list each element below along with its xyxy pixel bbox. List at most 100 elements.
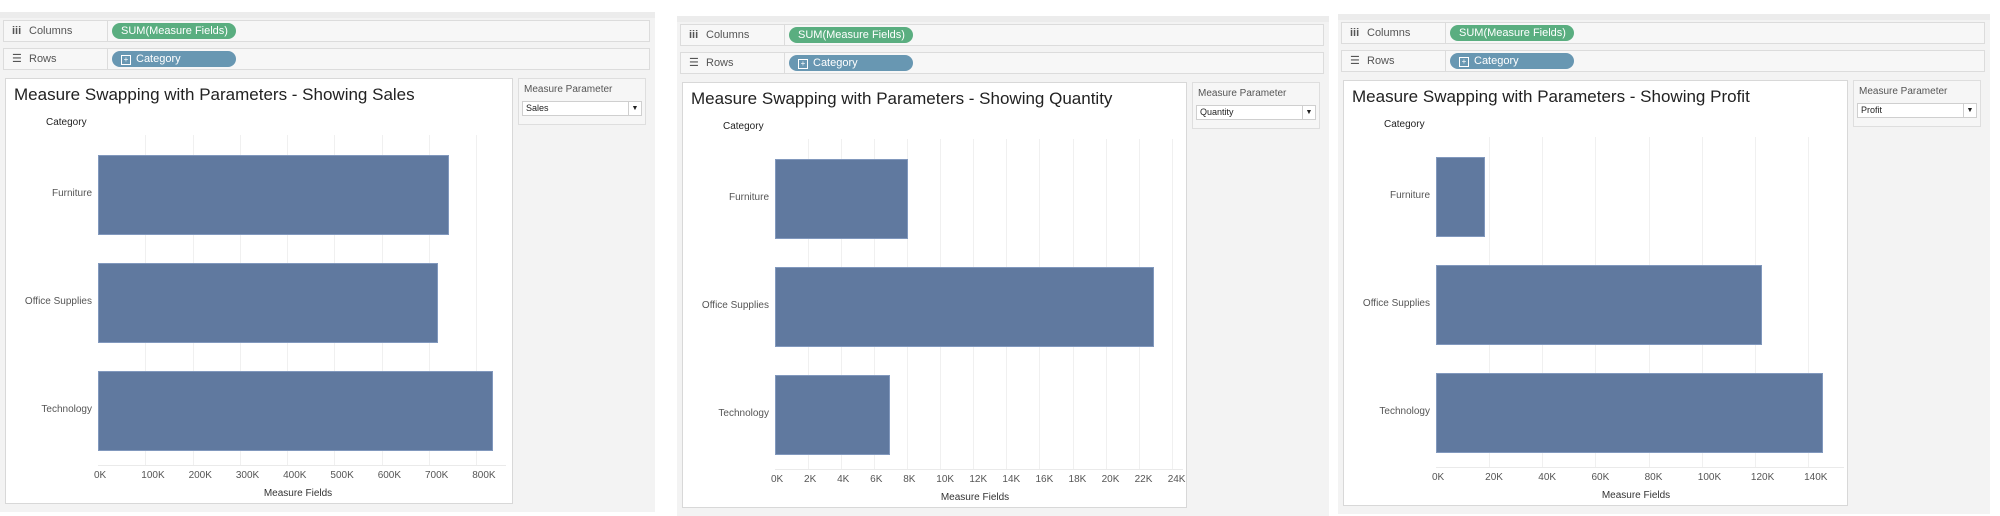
x-tick-label: 18K [1068,474,1087,485]
rows-shelf[interactable]: ☰ Rows + Category [3,48,650,70]
category-pill[interactable]: + Category [112,51,236,67]
x-tick-label: 200K [188,470,212,481]
columns-shelf[interactable]: iii Columns SUM(Measure Fields) [1341,22,1985,44]
expand-icon[interactable]: + [798,59,808,69]
columns-shelf[interactable]: iii Columns SUM(Measure Fields) [680,24,1324,46]
x-tick-label: 24K [1167,474,1186,485]
sum-measure-fields-pill[interactable]: SUM(Measure Fields) [1450,25,1574,41]
category-label: Office Supplies [1362,298,1430,309]
measure-parameter-control: Measure Parameter Sales ▼ [518,78,646,125]
x-axis-line [1436,467,1844,468]
measure-parameter-dropdown[interactable]: Profit ▼ [1857,103,1977,118]
chart-title: Measure Swapping with Parameters - Showi… [1352,87,1750,106]
bar-technology[interactable] [775,375,890,455]
chevron-down-icon[interactable]: ▼ [1963,104,1976,117]
x-tick-label: 8K [903,474,916,485]
columns-shelf-label: iii Columns [1342,23,1446,43]
category-label: Technology [1379,406,1430,417]
chart-view: Measure Swapping with Parameters - Showi… [682,82,1187,508]
columns-icon: iii [1350,27,1360,39]
x-tick-label: 600K [377,470,402,481]
chevron-down-icon[interactable]: ▼ [628,102,641,115]
rows-shelf[interactable]: ☰ Rows + Category [1341,50,1985,72]
bar-technology[interactable] [1436,373,1823,453]
category-label: Technology [718,408,769,419]
x-axis-line [98,465,506,466]
rows-icon: ☰ [1350,55,1360,67]
worksheet-quantity: iii Columns SUM(Measure Fields) ☰ Rows + Categ… [677,16,1329,516]
rows-shelf[interactable]: ☰ Rows + Category [680,52,1324,74]
chart-view: Measure Swapping with Parameters - Showi… [5,78,513,504]
bar-furniture[interactable] [98,155,449,235]
x-tick-label: 400K [283,470,307,481]
x-tick-label: 120K [1750,472,1775,483]
bar-office-supplies[interactable] [775,267,1154,347]
category-header: Category [1384,119,1425,130]
x-axis-title: Measure Fields [263,488,333,499]
chevron-down-icon[interactable]: ▼ [1302,106,1315,119]
gridline [476,135,478,465]
category-label: Office Supplies [701,300,769,311]
category-label: Furniture [1389,190,1430,201]
x-tick-label: 800K [472,470,496,481]
bar-furniture[interactable] [775,159,908,239]
bar-office-supplies[interactable] [98,263,438,343]
rows-shelf-label: ☰ Rows [681,53,785,73]
category-header: Category [723,121,764,132]
bar-furniture[interactable] [1436,157,1486,237]
parameter-title: Measure Parameter [1198,88,1287,99]
x-axis-line [775,469,1183,470]
x-tick-label: 4K [837,474,850,485]
x-tick-label: 0K [771,474,784,485]
expand-icon[interactable]: + [121,55,131,65]
x-tick-label: 100K [141,470,165,481]
x-tick-label: 700K [424,470,449,481]
x-tick-label: 16K [1035,474,1054,485]
category-label: Furniture [51,188,92,199]
parameter-title: Measure Parameter [524,84,613,95]
gridline [1171,139,1173,469]
columns-label-text: Columns [706,29,750,41]
rows-icon: ☰ [689,57,699,69]
columns-icon: iii [689,29,699,41]
category-label: Technology [41,404,92,415]
x-tick-label: 40K [1538,472,1557,483]
x-tick-label: 12K [969,474,988,485]
expand-icon[interactable]: + [1459,57,1469,67]
toolbar-strip [0,12,655,18]
worksheet-profit: iii Columns SUM(Measure Fields) ☰ Rows + Categ… [1338,14,1990,514]
x-tick-label: 0K [94,470,107,481]
category-pill[interactable]: + Category [789,55,913,71]
bar-technology[interactable] [98,371,494,451]
measure-parameter-dropdown[interactable]: Sales ▼ [522,101,642,116]
x-tick-label: 20K [1101,474,1120,485]
x-tick-label: 2K [804,474,817,485]
x-tick-label: 6K [870,474,883,485]
parameter-value: Profit [1861,105,1883,115]
x-tick-label: 100K [1697,472,1722,483]
rows-label-text: Rows [1367,55,1395,67]
toolbar-strip [1338,14,1990,20]
x-tick-label: 10K [936,474,955,485]
x-tick-label: 140K [1804,472,1828,483]
measure-parameter-dropdown[interactable]: Quantity ▼ [1196,105,1316,120]
columns-shelf[interactable]: iii Columns SUM(Measure Fields) [3,20,650,42]
x-tick-label: 14K [1002,474,1021,485]
sum-measure-fields-pill[interactable]: SUM(Measure Fields) [112,23,236,39]
parameter-title: Measure Parameter [1859,86,1948,97]
category-pill[interactable]: + Category [1450,53,1574,69]
x-tick-label: 60K [1591,472,1610,483]
x-tick-label: 22K [1134,474,1153,485]
category-label: Office Supplies [24,296,92,307]
category-header: Category [46,117,87,128]
rows-label-text: Rows [706,57,734,69]
toolbar-strip [677,16,1329,22]
bar-office-supplies[interactable] [1436,265,1762,345]
sum-measure-fields-pill[interactable]: SUM(Measure Fields) [789,27,913,43]
x-axis-title: Measure Fields [1601,490,1671,501]
parameter-value: Quantity [1200,107,1234,117]
x-tick-label: 80K [1644,472,1663,483]
columns-label-text: Columns [29,25,73,37]
x-tick-label: 20K [1485,472,1503,483]
chart-title: Measure Swapping with Parameters - Showi… [14,85,415,104]
